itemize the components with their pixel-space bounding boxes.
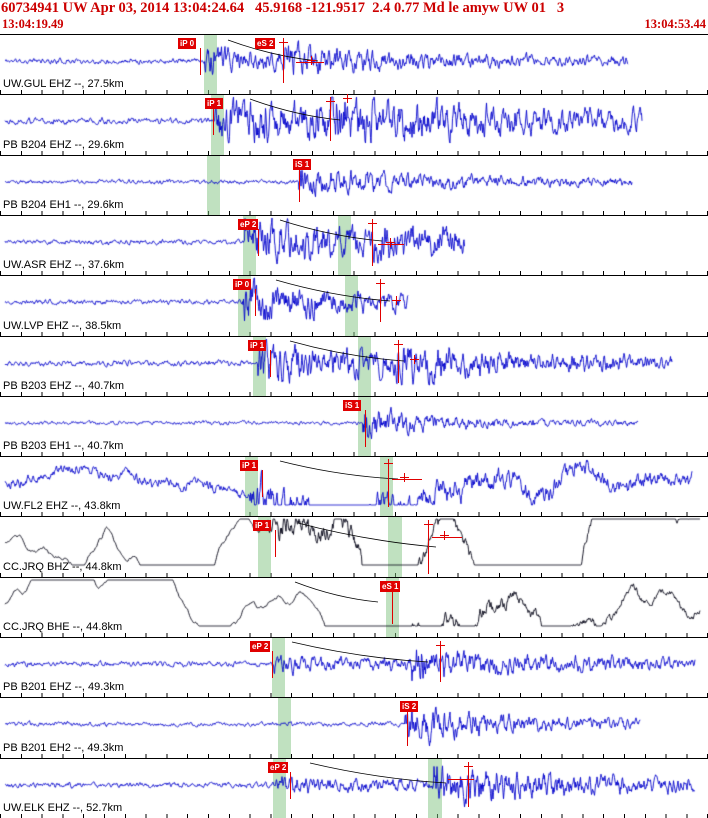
waveform-UW-GUL-EHZ (0, 35, 708, 95)
pick-time-line[interactable] (272, 651, 273, 679)
waveform-PB-B204-EH1 (0, 155, 708, 216)
coda-cross-marker[interactable] (464, 761, 473, 771)
trace-row-CC-JRQ-BHE[interactable]: eS 1 CC.JRQ BHE --, 44.8km (0, 577, 708, 639)
coda-cross-marker[interactable] (343, 94, 352, 104)
pick-flag[interactable]: iP 1 (240, 460, 259, 472)
pick-flag[interactable]: iP 1 (248, 339, 267, 351)
pick-time-line[interactable] (372, 221, 373, 266)
coda-cross-marker[interactable] (400, 473, 409, 483)
event-summary: 60734941 UW Apr 03, 2014 13:04:24.64 45.… (1, 0, 565, 16)
trace-row-CC-JRQ-BHZ[interactable]: iP 1 CC.JRQ BHZ --, 44.8km (0, 517, 708, 578)
coda-cross-marker[interactable] (424, 520, 433, 530)
pick-flag[interactable]: eP 2 (268, 761, 289, 773)
station-label: CC.JRQ BHZ --, 44.8km (3, 560, 122, 573)
duration-bar (432, 537, 462, 539)
pick-flag[interactable]: iS 1 (293, 158, 312, 170)
pick-time-line[interactable] (428, 523, 429, 575)
station-label: UW.LVP EHZ --, 38.5km (3, 319, 122, 332)
pick-time-line[interactable] (255, 289, 256, 317)
pick-time-line[interactable] (299, 168, 300, 202)
pick-time-line[interactable] (398, 342, 399, 383)
station-label: PB B203 EH1 --, 40.7km (3, 440, 124, 453)
pick-time-line[interactable] (258, 228, 259, 256)
pick-flag[interactable]: eP 2 (250, 641, 271, 653)
trace-row-PB-B201-EH2[interactable]: iS 2 PB B201 EH2 --, 49.3km (0, 698, 708, 759)
coda-cross-marker[interactable] (386, 237, 395, 247)
coda-cross-marker[interactable] (368, 218, 377, 228)
pick-time-line[interactable] (468, 764, 469, 807)
trace-row-PB-B201-EHZ[interactable]: eP 2 PB B201 EHZ --, 49.3km (0, 638, 708, 699)
duration-bar (392, 479, 422, 481)
station-label: UW.FL2 EHZ --, 43.8km (3, 500, 121, 513)
station-label: PB B203 EHZ --, 40.7km (3, 379, 125, 392)
trace-row-PB-B203-EH1[interactable]: iS 1 PB B203 EH1 --, 40.7km (0, 396, 708, 458)
station-label: UW.ASR EHZ --, 37.6km (3, 259, 125, 272)
coda-cross-marker[interactable] (326, 97, 335, 107)
waveform-PB-B201-EH2 (0, 698, 708, 759)
waveform-PB-B204-EHZ (0, 95, 708, 156)
trace-row-UW-GUL-EHZ[interactable]: iP 0 eS 2 UW.GUL EHZ --, 27.5km (0, 35, 708, 96)
station-label: CC.JRQ BHE --, 44.8km (3, 621, 123, 634)
coda-cross-marker[interactable] (394, 339, 403, 349)
coda-cross-marker[interactable] (440, 531, 449, 541)
pick-time-line[interactable] (290, 771, 291, 799)
coda-cross-marker[interactable] (279, 38, 288, 47)
trace-row-UW-ELK-EHZ[interactable]: eP 2 UW.ELK EHZ --, 52.7km (0, 758, 708, 818)
pick-time-line[interactable] (213, 108, 214, 136)
station-label: UW.ELK EHZ --, 52.7km (3, 801, 123, 814)
trace-row-PB-B204-EHZ[interactable]: iP 1 PB B204 EHZ --, 29.6km (0, 94, 708, 156)
pick-time-line[interactable] (365, 409, 366, 447)
pick-time-line[interactable] (380, 282, 381, 323)
coda-cross-marker[interactable] (384, 459, 393, 469)
coda-cross-marker[interactable] (392, 296, 401, 306)
trace-row-PB-B203-EHZ[interactable]: iP 1 PB B203 EHZ --, 40.7km (0, 336, 708, 397)
trace-row-UW-ASR-EHZ[interactable]: eP 2 UW.ASR EHZ --, 37.6km (0, 215, 708, 277)
event-header: 60734941 UW Apr 03, 2014 13:04:24.64 45.… (0, 0, 708, 34)
pick-time-line[interactable] (262, 470, 263, 498)
pick-flag[interactable]: iS 2 (400, 701, 419, 713)
station-label: PB B201 EHZ --, 49.3km (3, 681, 125, 694)
pick-time-line[interactable] (283, 41, 284, 83)
coda-cross-marker[interactable] (410, 354, 419, 364)
pick-time-line[interactable] (392, 590, 393, 624)
pick-time-line[interactable] (270, 349, 271, 377)
pick-flag[interactable]: eS 1 (380, 580, 401, 592)
pick-time-line[interactable] (407, 711, 408, 747)
pick-time-line[interactable] (275, 530, 276, 558)
station-label: PB B204 EHZ --, 29.6km (3, 138, 125, 151)
duration-bar (378, 243, 404, 245)
pick-time-line[interactable] (388, 462, 389, 508)
coda-cross-marker[interactable] (307, 56, 316, 65)
pick-flag[interactable]: iP 1 (205, 98, 224, 110)
trace-row-PB-B204-EH1[interactable]: iS 1 PB B204 EH1 --, 29.6km (0, 155, 708, 216)
pick-time-line[interactable] (440, 644, 441, 683)
pick-flag[interactable]: iP 0 (233, 279, 252, 291)
station-label: PB B201 EH2 --, 49.3km (3, 741, 124, 754)
pick-flag[interactable]: eP 2 (238, 218, 259, 230)
duration-bar (296, 62, 324, 63)
trace-row-UW-FL2-EHZ[interactable]: iP 1 UW.FL2 EHZ --, 43.8km (0, 457, 708, 518)
trace-row-UW-LVP-EHZ[interactable]: iP 0 UW.LVP EHZ --, 38.5km (0, 276, 708, 337)
coda-cross-marker[interactable] (376, 279, 385, 289)
pick-time-line[interactable] (200, 48, 201, 75)
trace-list: iP 0 eS 2 UW.GUL EHZ --, 27.5km iP 1 PB B204… (0, 34, 708, 818)
time-window-row: 13:04:19.49 13:04:53.44 (0, 17, 708, 32)
window-start-time: 13:04:19.49 (2, 17, 64, 31)
pick-flag[interactable]: iP 1 (253, 520, 272, 532)
station-label: UW.GUL EHZ --, 27.5km (3, 78, 124, 91)
pick-flag[interactable]: eS 2 (255, 38, 276, 49)
pick-flag[interactable]: iP 0 (178, 38, 197, 49)
pick-flag[interactable]: iS 1 (343, 399, 362, 411)
duration-bar (448, 778, 474, 780)
pick-time-line[interactable] (330, 100, 331, 142)
window-end-time: 13:04:53.44 (644, 17, 706, 31)
coda-cross-marker[interactable] (436, 641, 445, 651)
station-label: PB B204 EH1 --, 29.6km (3, 198, 124, 211)
